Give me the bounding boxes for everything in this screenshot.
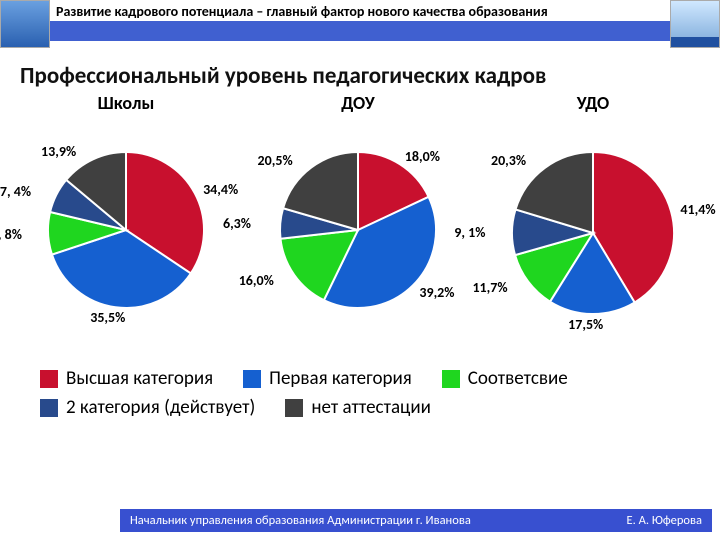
legend-item: нет аттестации xyxy=(285,396,431,419)
header-title: Развитие кадрового потенциала – главный … xyxy=(50,0,670,21)
footer-bar: Начальник управления образования Админис… xyxy=(120,509,712,532)
legend-item: Соответсвие xyxy=(442,367,568,390)
slice-label: 13,9% xyxy=(41,143,76,160)
chart-name: УДО xyxy=(474,92,712,114)
legend-item: Высшая категория xyxy=(40,367,213,390)
legend-swatch xyxy=(442,370,460,388)
slice-label: 9, 1% xyxy=(454,224,485,241)
slice-label: 16,0% xyxy=(239,272,274,289)
charts-row: Школы 34,4% 35,5% 8, 8% 7, 4% 13,9% ДОУ 18,0% 39… xyxy=(0,92,720,353)
slice-label: 18,0% xyxy=(405,148,440,165)
legend-item: 2 категория (действует) xyxy=(40,396,255,419)
pie-wrap: 34,4%35,5%8, 8%7, 4%13,9% xyxy=(10,118,242,342)
slice-label: 41,4% xyxy=(680,201,715,218)
logo-left xyxy=(0,0,50,48)
legend-label: Первая категория xyxy=(269,367,412,390)
chart-block: ДОУ18,0%39,2%16,0%6,3%20,5% xyxy=(242,92,474,347)
chart-name: ДОУ xyxy=(242,92,474,114)
slice-label: 20,3% xyxy=(491,152,526,169)
legend-label: 2 категория (действует) xyxy=(66,396,255,419)
legend-item: Первая категория xyxy=(243,367,412,390)
slice-label: 7, 4% xyxy=(0,183,31,200)
header-bar xyxy=(50,21,670,41)
chart-name: Школы xyxy=(10,92,242,114)
slice-label: 8, 8% xyxy=(0,226,22,243)
slice-label: 17,5% xyxy=(568,316,603,333)
chart-block: УДО41,4%17,5%11,7%9, 1%20,3% xyxy=(474,92,712,353)
footer-right: Е. А. Юферова xyxy=(626,513,702,528)
footer-left: Начальник управления образования Админис… xyxy=(130,513,471,528)
slice-label: 11,7% xyxy=(472,279,507,296)
header-mid: Развитие кадрового потенциала – главный … xyxy=(50,0,670,41)
slice-label: 20,5% xyxy=(258,152,293,169)
header: Развитие кадрового потенциала – главный … xyxy=(0,0,720,54)
slice-label: 6,3% xyxy=(223,215,251,232)
slice-label: 39,2% xyxy=(419,284,454,301)
legend-swatch xyxy=(40,370,58,388)
slice-label: 35,5% xyxy=(90,309,125,326)
legend-label: нет аттестации xyxy=(311,396,431,419)
legend-swatch xyxy=(40,399,58,417)
pie-wrap: 41,4%17,5%11,7%9, 1%20,3% xyxy=(474,118,712,348)
chart-block: Школы34,4%35,5%8, 8%7, 4%13,9% xyxy=(10,92,242,347)
legend: Высшая категория Первая категория Соответс… xyxy=(40,367,720,419)
legend-swatch xyxy=(285,399,303,417)
legend-swatch xyxy=(243,370,261,388)
legend-label: Соответсвие xyxy=(468,367,568,390)
logo-right xyxy=(670,0,720,48)
pie-wrap: 18,0%39,2%16,0%6,3%20,5% xyxy=(242,118,474,342)
slice-label: 34,4% xyxy=(203,181,238,198)
page-title: Профессиональный уровень педагогических … xyxy=(20,62,720,90)
legend-label: Высшая категория xyxy=(66,367,213,390)
